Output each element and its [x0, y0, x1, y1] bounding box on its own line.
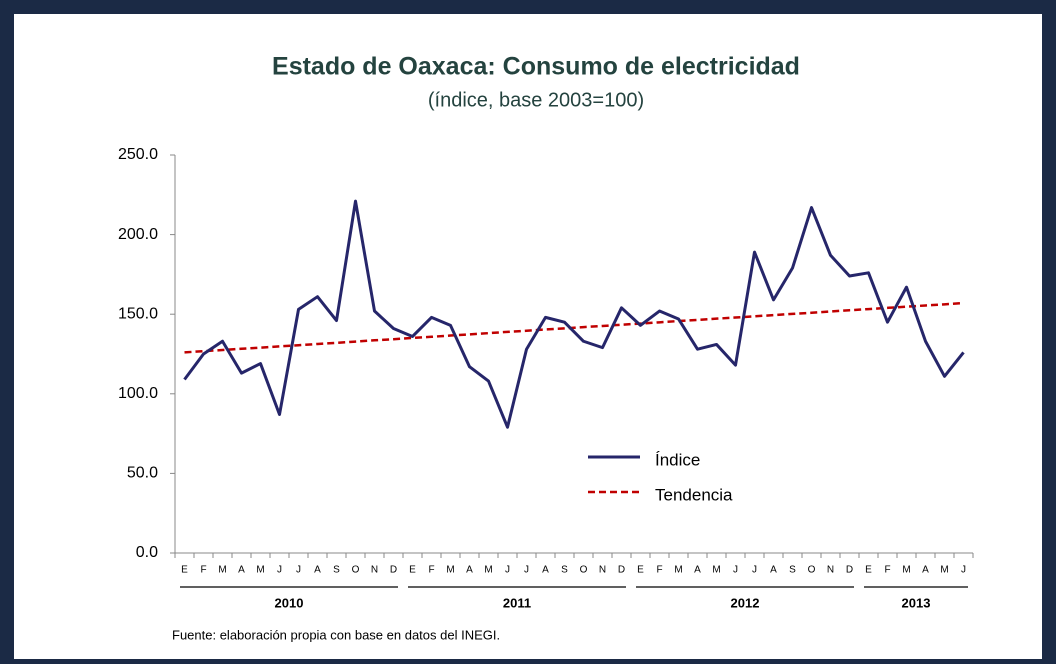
x-tick-label: S — [789, 565, 796, 576]
x-tick-label: A — [466, 565, 473, 576]
x-tick-label: M — [218, 565, 226, 576]
x-tick-label: J — [296, 565, 301, 576]
x-tick-label: F — [428, 565, 434, 576]
x-tick-label: J — [277, 565, 282, 576]
x-tick-label: F — [884, 565, 890, 576]
x-tick-label: M — [256, 565, 264, 576]
x-tick-label: A — [238, 565, 245, 576]
x-tick-label: S — [561, 565, 568, 576]
x-tick-label: D — [390, 565, 397, 576]
x-tick-label: J — [733, 565, 738, 576]
y-tick-label: 0.0 — [136, 544, 158, 561]
x-tick-label: J — [961, 565, 966, 576]
x-tick-label: A — [694, 565, 701, 576]
x-tick-label: N — [599, 565, 606, 576]
x-tick-label: O — [580, 565, 588, 576]
y-tick-label: 100.0 — [118, 385, 158, 402]
x-tick-label: M — [674, 565, 682, 576]
x-tick-label: J — [524, 565, 529, 576]
x-tick-label: D — [846, 565, 853, 576]
x-tick-label: A — [542, 565, 549, 576]
x-tick-label: M — [712, 565, 720, 576]
panel — [14, 14, 1042, 659]
x-tick-label: E — [181, 565, 188, 576]
x-tick-label: A — [770, 565, 777, 576]
legend-label: Tendencia — [655, 485, 733, 504]
x-tick-label: D — [618, 565, 625, 576]
x-tick-label: S — [333, 565, 340, 576]
x-tick-label: E — [409, 565, 416, 576]
x-tick-label: M — [484, 565, 492, 576]
x-tick-label: F — [656, 565, 662, 576]
x-tick-label: O — [808, 565, 816, 576]
x-tick-label: M — [940, 565, 948, 576]
x-tick-label: J — [752, 565, 757, 576]
x-tick-label: M — [902, 565, 910, 576]
year-label: 2013 — [902, 595, 931, 610]
year-label: 2011 — [503, 595, 531, 610]
legend-label: Índice — [655, 450, 700, 469]
series-line — [184, 301, 964, 354]
x-tick-label: M — [446, 565, 454, 576]
chart-title: Estado de Oaxaca: Consumo de electricida… — [272, 53, 800, 81]
x-tick-label: A — [314, 565, 321, 576]
x-tick-label: N — [371, 565, 378, 576]
chart-subtitle: (índice, base 2003=100) — [428, 89, 644, 111]
x-tick-label: E — [865, 565, 872, 576]
x-tick-label: E — [637, 565, 644, 576]
series-line — [183, 199, 965, 429]
x-tick-label: N — [827, 565, 834, 576]
year-label: 2012 — [731, 595, 760, 610]
x-tick-label: A — [922, 565, 929, 576]
year-label: 2010 — [275, 595, 304, 610]
y-tick-label: 50.0 — [127, 465, 158, 482]
source-note: Fuente: elaboración propia con base en d… — [172, 627, 500, 642]
x-tick-label: F — [200, 565, 206, 576]
y-tick-label: 250.0 — [118, 146, 158, 163]
y-tick-label: 150.0 — [118, 305, 158, 322]
y-tick-label: 200.0 — [118, 226, 158, 243]
x-tick-label: J — [505, 565, 510, 576]
x-tick-label: O — [352, 565, 360, 576]
